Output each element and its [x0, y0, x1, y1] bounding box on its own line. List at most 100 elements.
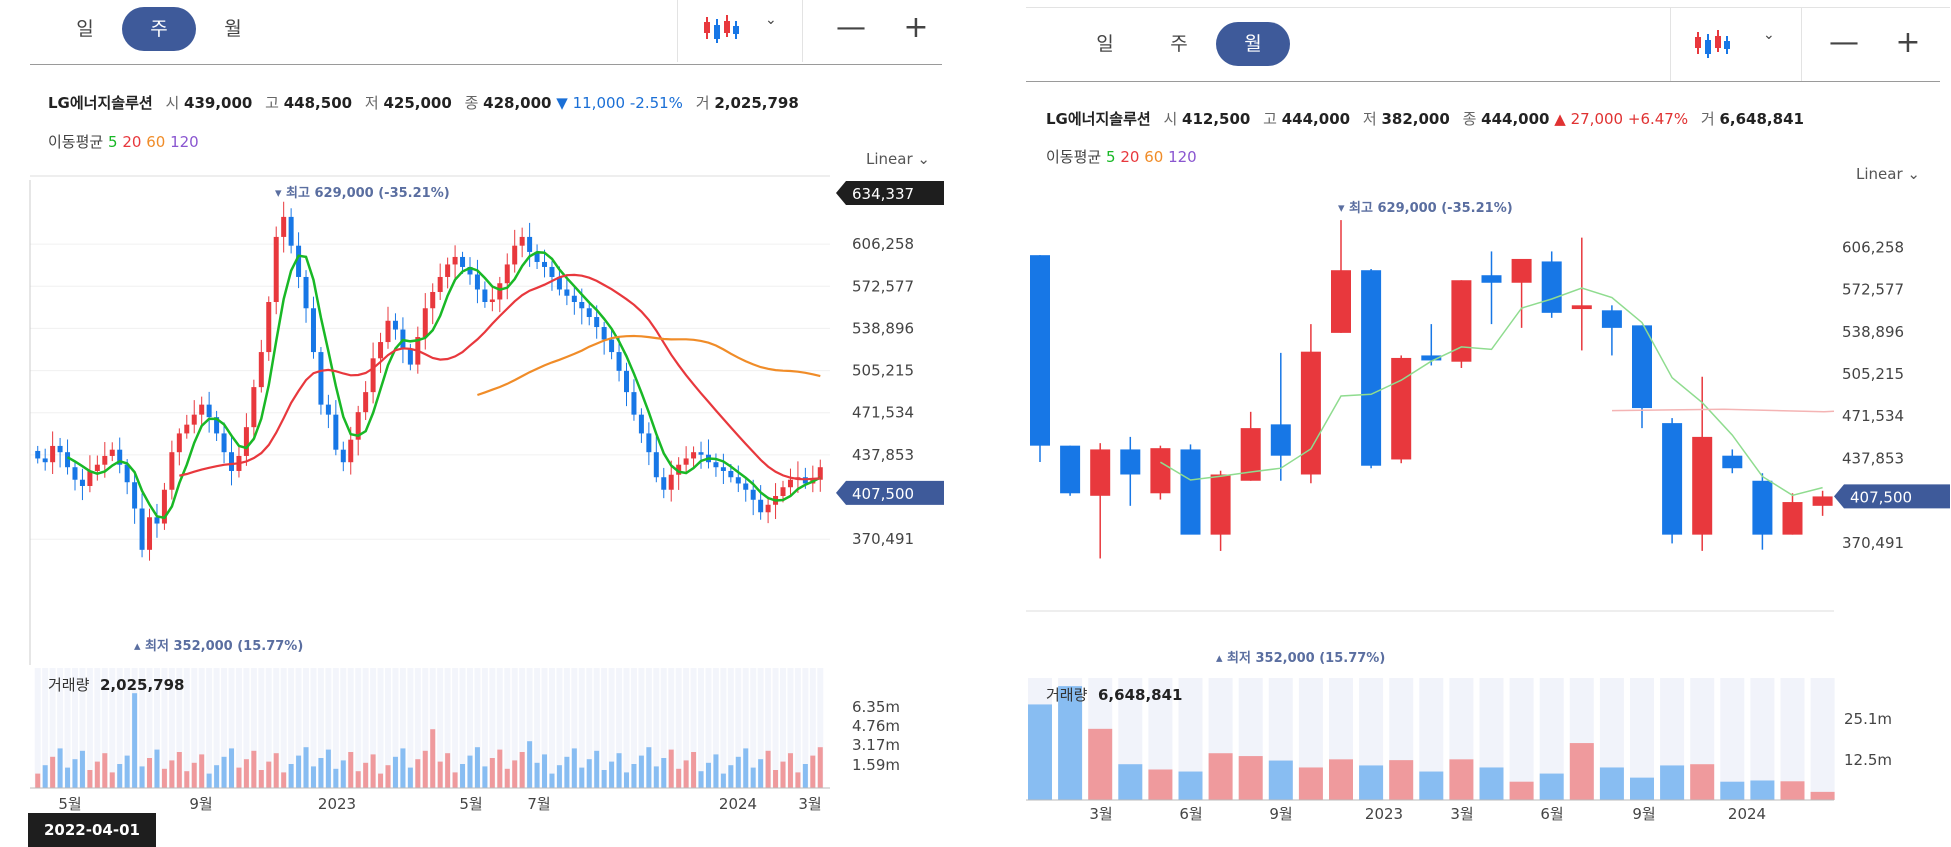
- tab-month[interactable]: 월: [1216, 22, 1290, 66]
- volume-bg-column: [235, 668, 242, 788]
- volume-bg-column: [347, 668, 354, 788]
- ma120-label[interactable]: 120: [170, 133, 199, 151]
- volume-bg-column: [787, 668, 794, 788]
- tab-day[interactable]: 일: [1096, 33, 1114, 55]
- volume-bg-column: [213, 668, 220, 788]
- volume-bar: [1028, 704, 1052, 800]
- volume-bg-column: [79, 668, 86, 788]
- candle-body: [594, 317, 600, 328]
- x-axis-tick-label: 3월: [798, 795, 821, 813]
- volume-bg-column: [437, 668, 444, 788]
- monthly-candlestick-chart[interactable]: 606,258 572,577 538,896 505,215 471,534 437,8…: [1024, 0, 1951, 847]
- change-percent: -2.51%: [629, 94, 683, 112]
- tab-week[interactable]: 주: [122, 7, 196, 51]
- volume-bg-column: [332, 668, 339, 788]
- current-price-tag: [1834, 484, 1950, 509]
- x-axis-tick-label: 2024: [719, 795, 757, 813]
- change-percent: +6.47%: [1627, 110, 1689, 128]
- ma60-label[interactable]: 60: [1144, 148, 1164, 166]
- volume-bar: [340, 760, 346, 788]
- volume-bg-column: [526, 668, 533, 788]
- volume-bar: [631, 764, 637, 788]
- volume-tick-label: 12.5m: [1844, 751, 1892, 769]
- volume-bar: [504, 768, 510, 788]
- candle-body: [1662, 423, 1683, 535]
- x-axis-tick-label: 3월: [1450, 805, 1473, 823]
- low-label: 저: [1362, 110, 1377, 128]
- volume-label: 거: [695, 94, 710, 112]
- zoom-out-button[interactable]: —: [836, 10, 866, 45]
- chart-type-button[interactable]: [703, 13, 743, 45]
- volume-bg-column: [206, 668, 213, 788]
- volume-bar: [132, 693, 138, 788]
- volume-bar: [94, 761, 100, 788]
- chevron-down-icon[interactable]: ⌄: [765, 12, 777, 28]
- volume-bar: [109, 772, 115, 788]
- volume-bar: [460, 764, 466, 788]
- scale-selector[interactable]: Linear ⌄: [866, 150, 930, 168]
- scale-label: Linear: [1856, 165, 1903, 183]
- x-axis-tick-label: 2024: [1728, 805, 1766, 823]
- x-axis-tick-label: 9월: [1269, 805, 1292, 823]
- volume-bg-column: [765, 668, 772, 788]
- volume-bar: [482, 766, 488, 788]
- volume-bar: [705, 762, 711, 788]
- volume-bar: [1298, 767, 1323, 800]
- volume-bar: [1389, 760, 1414, 800]
- volume-bg-column: [548, 668, 555, 788]
- volume-bg-column: [191, 668, 198, 788]
- candle-body: [176, 433, 182, 453]
- candle-body: [139, 508, 145, 550]
- volume-bar: [251, 750, 257, 788]
- weekly-candlestick-chart[interactable]: 606,258 572,577 538,896 505,215 471,534 437,8…: [0, 0, 945, 847]
- ma120-label[interactable]: 120: [1168, 148, 1197, 166]
- candle-body: [1060, 445, 1081, 494]
- tab-day[interactable]: 일: [76, 18, 94, 40]
- zoom-in-button[interactable]: +: [1895, 25, 1921, 60]
- volume-bg-column: [385, 668, 392, 788]
- volume-bar: [392, 756, 398, 788]
- volume-bar: [407, 767, 413, 788]
- candle-body: [370, 358, 376, 393]
- candle-body: [787, 479, 793, 488]
- volume-bar: [117, 764, 123, 788]
- volume-bar: [430, 729, 436, 788]
- volume-bar: [743, 748, 749, 788]
- volume-bg-column: [757, 668, 764, 788]
- tab-month[interactable]: 월: [224, 18, 242, 40]
- low-annotation: ▴ 최저 352,000 (15.77%): [1216, 651, 1385, 666]
- x-axis-tick-label: 7월: [527, 795, 550, 813]
- volume-bg-column: [340, 668, 347, 788]
- volume-bar: [79, 750, 85, 788]
- candle-body: [378, 342, 384, 359]
- zoom-out-button[interactable]: —: [1829, 25, 1859, 60]
- scale-selector[interactable]: Linear ⌄: [1856, 165, 1920, 183]
- candle-body: [720, 467, 726, 471]
- candle-body: [102, 455, 108, 465]
- zoom-in-button[interactable]: +: [903, 10, 929, 45]
- volume-bar: [512, 760, 518, 788]
- candle-body: [780, 487, 786, 497]
- candle-body: [474, 274, 480, 290]
- volume-bg-column: [303, 668, 310, 788]
- volume-bg-column: [221, 668, 228, 788]
- current-price-tag-label: 407,500: [1850, 488, 1912, 506]
- weekly-chart-panel: 일 주 월 ⌄ — + LG에너지솔루션 시 439,000 고 448,500…: [0, 0, 945, 847]
- ma20-label[interactable]: 20: [1120, 148, 1140, 166]
- candle-body: [422, 308, 428, 338]
- volume-bar: [489, 758, 495, 788]
- ma5-label[interactable]: 5: [107, 133, 118, 151]
- tab-week[interactable]: 주: [1170, 33, 1188, 55]
- ma5-label[interactable]: 5: [1105, 148, 1116, 166]
- ma5-line: [1160, 287, 1823, 497]
- ma5-line: [66, 250, 821, 520]
- ma20-label[interactable]: 20: [122, 133, 142, 151]
- ma60-label[interactable]: 60: [146, 133, 166, 151]
- volume-bg-column: [660, 668, 667, 788]
- volume-bar: [810, 755, 816, 788]
- volume-bg-column: [124, 668, 131, 788]
- volume-bg-column: [310, 668, 317, 788]
- ma20-line: [1611, 408, 1835, 413]
- chevron-down-icon[interactable]: ⌄: [1763, 27, 1775, 43]
- chart-type-button[interactable]: [1694, 28, 1734, 60]
